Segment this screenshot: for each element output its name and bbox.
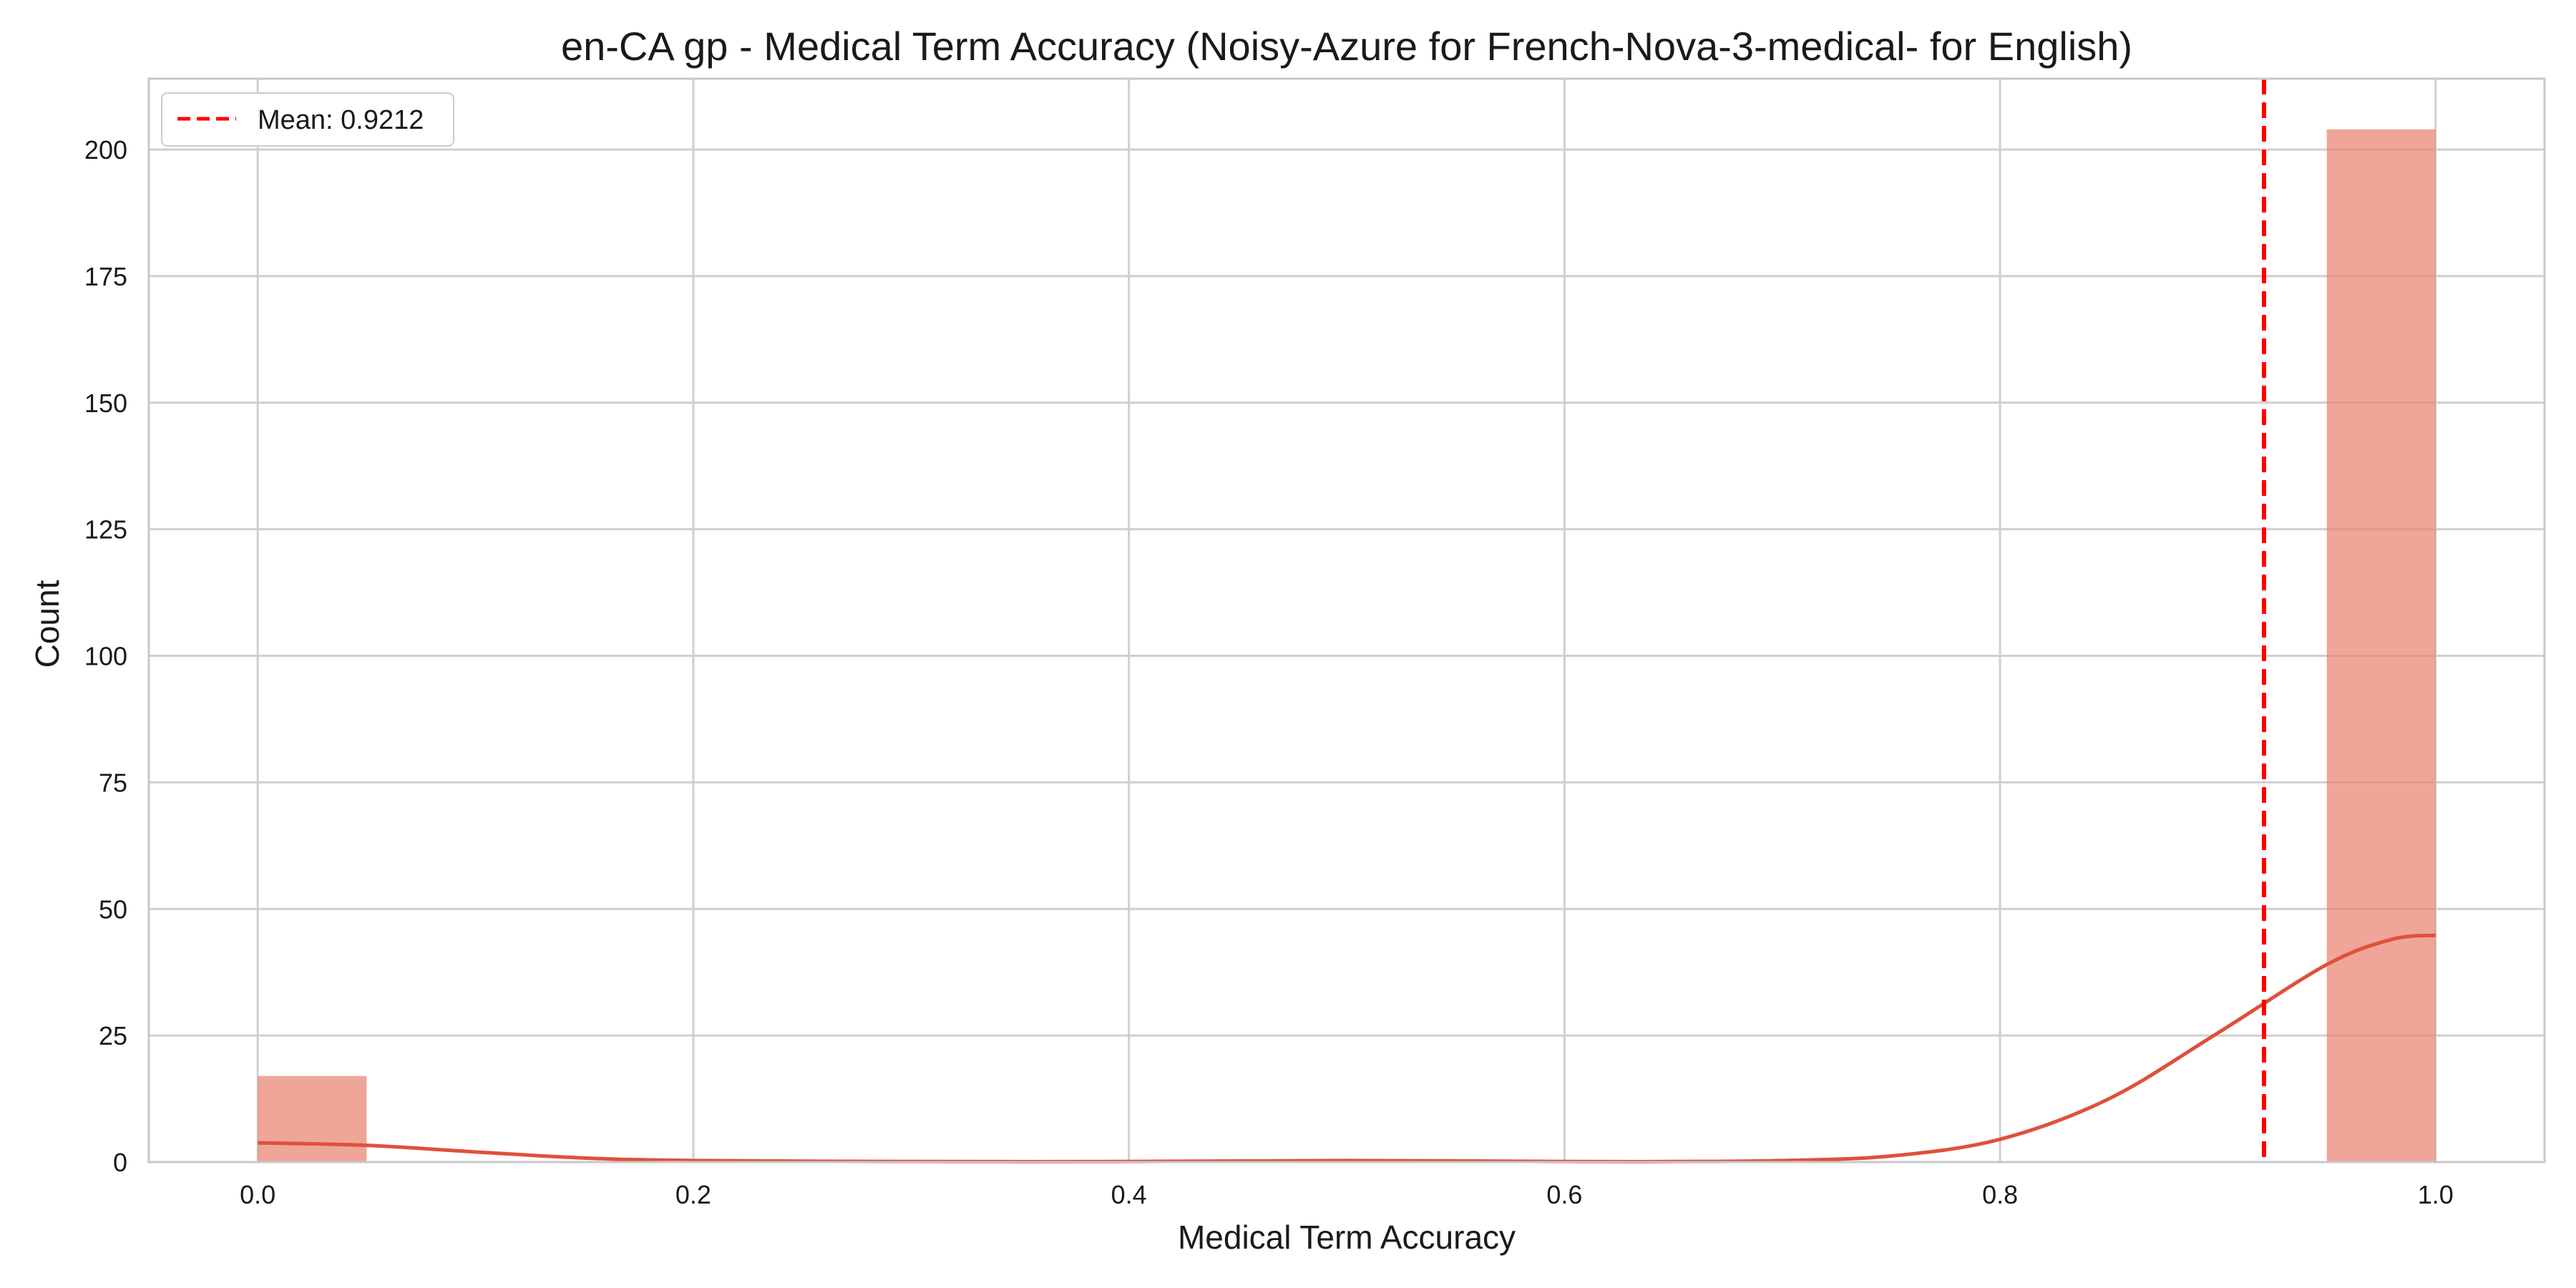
x-tick-label: 0.0	[240, 1180, 275, 1209]
kde-curve	[258, 933, 2436, 1163]
kde-curve-group	[258, 933, 2436, 1163]
histogram-bar	[258, 1075, 367, 1162]
legend: Mean: 0.9212	[161, 92, 454, 147]
y-tick-label: 25	[99, 1021, 127, 1050]
x-tick-label: 0.4	[1111, 1180, 1147, 1209]
x-tick-label: 0.8	[1982, 1180, 2018, 1209]
x-tick-label: 0.2	[675, 1180, 711, 1209]
grid-lines	[149, 79, 2545, 1163]
x-axis-label: Medical Term Accuracy	[1178, 1219, 1516, 1256]
y-axis-label: Count	[29, 580, 66, 668]
x-tick-label: 1.0	[2418, 1180, 2454, 1209]
y-axis-ticks: 0 25 50 75 100 125 150 175 200	[84, 135, 127, 1177]
y-tick-label: 175	[84, 262, 127, 291]
y-tick-label: 200	[84, 135, 127, 165]
legend-mean-label: Mean: 0.9212	[258, 105, 424, 135]
y-tick-label: 100	[84, 642, 127, 671]
legend-box	[161, 92, 454, 147]
chart-title: en-CA gp - Medical Term Accuracy (Noisy-…	[561, 24, 2132, 69]
histogram-bars	[258, 129, 2436, 1162]
y-tick-label: 50	[99, 894, 127, 924]
x-tick-label: 0.6	[1546, 1180, 1582, 1209]
y-tick-label: 125	[84, 515, 127, 545]
histogram-bar	[2326, 129, 2436, 1162]
plot-frame	[147, 77, 2546, 1163]
y-tick-label: 75	[99, 768, 127, 797]
y-tick-label: 150	[84, 389, 127, 418]
y-tick-label: 0	[113, 1148, 127, 1177]
x-axis-ticks: 0.0 0.2 0.4 0.6 0.8 1.0	[240, 1180, 2454, 1209]
